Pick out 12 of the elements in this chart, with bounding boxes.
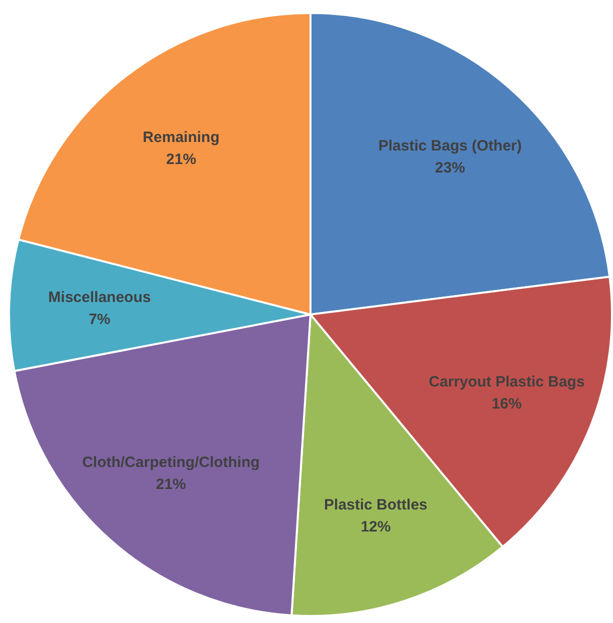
data-label: 12% [360,518,391,536]
data-label: 7% [88,311,110,328]
data-label: 16% [492,395,522,412]
slice-label: Plastic Bottles [324,496,428,514]
slice-label: Cloth/Carpeting/Clothing [82,454,260,471]
data-label: 23% [435,159,466,176]
slice-label: Plastic Bags (Other) [378,137,522,154]
data-label: 21% [166,150,196,168]
data-label: 21% [156,476,186,493]
slice-label: Remaining [142,128,220,146]
slice-label: Carryout Plastic Bags [428,373,585,390]
slice-label: Miscellaneous [48,289,151,306]
